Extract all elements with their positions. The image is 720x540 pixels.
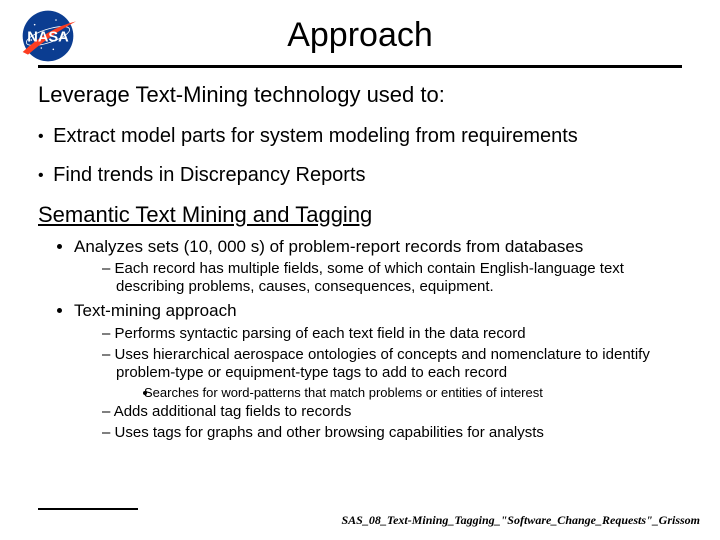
top-bullet: • Extract model parts for system modelin…: [38, 124, 682, 149]
footer-rule: [38, 508, 138, 510]
l1-item: Text-mining approach Performs syntactic …: [74, 300, 682, 442]
l2-text: Uses tags for graphs and other browsing …: [115, 424, 544, 441]
l2-item: Uses hierarchical aerospace ontologies o…: [102, 346, 682, 401]
nasa-logo: NASA: [14, 8, 82, 64]
level2-list: Performs syntactic parsing of each text …: [74, 325, 682, 443]
section-heading: Semantic Text Mining and Tagging: [38, 202, 682, 228]
slide-title: Approach: [287, 16, 433, 54]
lead-text: Leverage Text-Mining technology used to:: [38, 82, 682, 108]
l2-item: Adds additional tag fields to records: [102, 403, 682, 421]
l3-item: Searches for word-patterns that match pr…: [158, 385, 682, 401]
l2-item: Uses tags for graphs and other browsing …: [102, 424, 682, 442]
l3-text: Searches for word-patterns that match pr…: [144, 385, 543, 400]
l2-text: Each record has multiple fields, some of…: [115, 260, 624, 295]
level1-list: Analyzes sets (10, 000 s) of problem-rep…: [38, 236, 682, 442]
l2-text: Performs syntactic parsing of each text …: [115, 325, 526, 342]
l2-item: Performs syntactic parsing of each text …: [102, 325, 682, 343]
l2-text: Adds additional tag fields to records: [114, 403, 352, 420]
top-bullet-text: Extract model parts for system modeling …: [53, 125, 578, 147]
l1-item: Analyzes sets (10, 000 s) of problem-rep…: [74, 236, 682, 296]
top-bullet-text: Find trends in Discrepancy Reports: [53, 164, 365, 186]
top-bullet: • Find trends in Discrepancy Reports: [38, 163, 682, 188]
slide: NASA Approach Leverage Text-Mining techn…: [0, 0, 720, 540]
l2-item: Each record has multiple fields, some of…: [102, 260, 682, 296]
l1-text: Analyzes sets (10, 000 s) of problem-rep…: [74, 237, 583, 256]
top-bullets: • Extract model parts for system modelin…: [38, 124, 682, 188]
title-row: Approach: [38, 12, 682, 61]
level2-list: Each record has multiple fields, some of…: [74, 260, 682, 296]
footer-text: SAS_08_Text-Mining_Tagging_"Software_Cha…: [341, 513, 700, 528]
level3-list: Searches for word-patterns that match pr…: [116, 385, 682, 401]
l2-text: Uses hierarchical aerospace ontologies o…: [115, 346, 650, 381]
l1-text: Text-mining approach: [74, 301, 237, 320]
svg-text:NASA: NASA: [27, 29, 69, 45]
title-underline: [38, 65, 682, 68]
